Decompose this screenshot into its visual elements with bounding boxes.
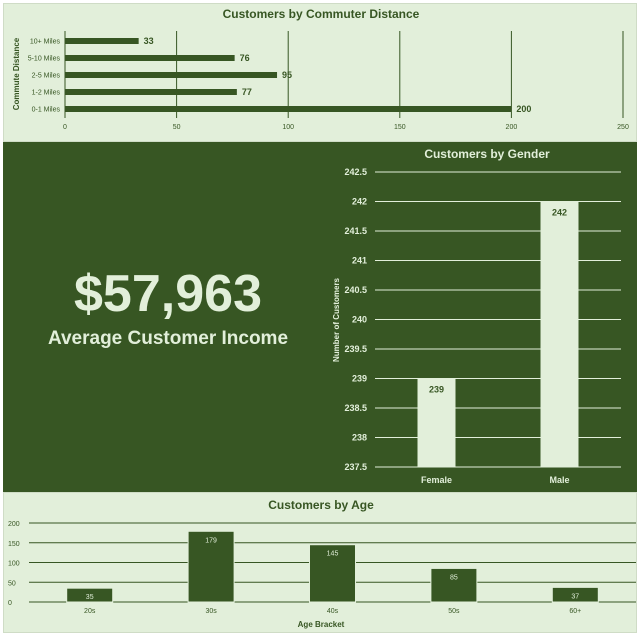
- x-tick-label: 200: [506, 124, 518, 131]
- y-tick-label: 238.5: [344, 403, 367, 413]
- x-category-label: 40s: [327, 608, 339, 615]
- bar: [540, 201, 579, 467]
- y-tick-label: 240.5: [344, 285, 367, 295]
- chart-title: Customers by Age: [268, 498, 374, 512]
- y-tick-label: 238: [352, 433, 367, 443]
- bar: [66, 587, 114, 603]
- age-chart-panel: Customers by Age 0 50 100 150 200 35 20s 179 30s 1…: [3, 492, 637, 633]
- data-label: 242: [552, 208, 567, 218]
- x-category-label: 30s: [205, 608, 217, 615]
- data-label: 35: [86, 594, 94, 601]
- data-label: 76: [240, 53, 250, 63]
- x-tick-label: 250: [617, 124, 629, 131]
- y-tick-label: 241: [352, 256, 367, 266]
- data-label: 33: [144, 36, 154, 46]
- x-tick-label: 100: [282, 124, 294, 131]
- y-category-label: 10+ Miles: [30, 39, 61, 46]
- bar: [65, 55, 235, 61]
- y-tick-label: 242: [352, 197, 367, 207]
- y-tick-label: 50: [8, 580, 16, 587]
- y-tick-label: 200: [8, 521, 20, 528]
- bar: [65, 89, 237, 95]
- y-axis-label: Number of Customers: [332, 277, 341, 362]
- bar: [551, 586, 599, 603]
- gender-chart-panel: Customers by Gender Number of Customers 23…: [323, 142, 637, 492]
- y-category-label: 0-1 Miles: [32, 107, 61, 114]
- data-label: 200: [516, 104, 531, 114]
- y-axis-label: Commute Distance: [12, 37, 21, 110]
- y-tick-label: 0: [8, 600, 12, 607]
- commute-distance-chart: Customers by Commuter Distance Commute Di…: [12, 7, 629, 131]
- x-category-label: 20s: [84, 608, 96, 615]
- y-category-label: 1-2 Miles: [32, 90, 61, 97]
- data-label: 179: [205, 537, 217, 544]
- data-label: 85: [450, 574, 458, 581]
- y-tick-label: 237.5: [344, 462, 367, 472]
- data-label: 77: [242, 87, 252, 97]
- data-label: 239: [429, 385, 444, 395]
- bar: [417, 378, 456, 467]
- data-label: 37: [571, 593, 579, 600]
- average-income-kpi-panel: $57,963 Average Customer Income: [3, 142, 323, 492]
- y-tick-label: 150: [8, 541, 20, 548]
- age-chart: Customers by Age 0 50 100 150 200 35 20s 179 30s 1…: [8, 498, 636, 629]
- y-category-label: 5-10 Miles: [28, 56, 61, 63]
- x-category-label: Male: [549, 475, 569, 485]
- chart-title: Customers by Gender: [424, 147, 550, 161]
- y-tick-label: 242.5: [344, 167, 367, 177]
- x-tick-label: 150: [394, 124, 406, 131]
- bar: [187, 530, 235, 603]
- data-label: 145: [327, 551, 339, 558]
- bar: [65, 72, 278, 78]
- x-category-label: 50s: [448, 608, 460, 615]
- data-label: 95: [282, 70, 292, 80]
- x-axis-label: Age Bracket: [298, 620, 345, 629]
- x-tick-label: 50: [173, 124, 181, 131]
- x-tick-label: 0: [63, 124, 67, 131]
- average-income-value: $57,963: [74, 265, 262, 323]
- y-tick-label: 241.5: [344, 226, 367, 236]
- bar: [430, 567, 478, 603]
- bar: [65, 106, 512, 112]
- average-income-label: Average Customer Income: [47, 328, 289, 349]
- bar: [65, 38, 139, 44]
- y-tick-label: 239.5: [344, 344, 367, 354]
- y-tick-label: 100: [8, 561, 20, 568]
- bar: [309, 544, 356, 603]
- commute-distance-chart-panel: Customers by Commuter Distance Commute Di…: [3, 3, 637, 142]
- y-tick-label: 240: [352, 315, 367, 325]
- x-category-label: Female: [421, 475, 452, 485]
- x-category-label: 60+: [569, 608, 581, 615]
- y-category-label: 2-5 Miles: [32, 73, 61, 80]
- chart-title: Customers by Commuter Distance: [223, 7, 420, 21]
- y-tick-label: 239: [352, 374, 367, 384]
